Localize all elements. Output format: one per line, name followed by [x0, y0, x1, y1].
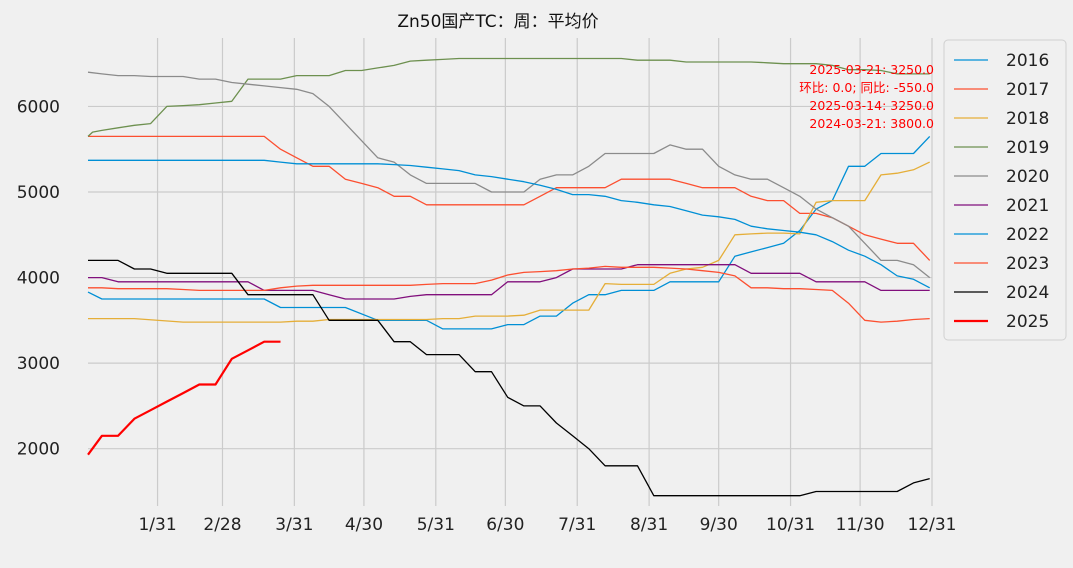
annotation-line-4: 2024-03-21: 3800.0: [809, 116, 934, 131]
annotation-line-2: 环比: 0.0; 同比: -550.0: [799, 80, 934, 95]
y-axis-ticks: 2000 3000 4000 5000 6000: [17, 97, 60, 459]
y-tick-label: 4000: [17, 269, 60, 289]
series-line-2022: [88, 159, 931, 289]
legend-label-2019: 2019: [1006, 138, 1049, 158]
series-line-2024: [88, 259, 930, 497]
y-tick-label: 5000: [17, 183, 60, 203]
annotation-line-1: 2025-03-21: 3250.0: [809, 62, 934, 77]
x-tick-label: 2/28: [203, 515, 241, 535]
legend-label-2022: 2022: [1006, 225, 1049, 245]
x-tick-label: 11/30: [836, 515, 885, 535]
x-tick-label: 12/31: [908, 515, 957, 535]
series-line-2017: [88, 135, 931, 261]
x-tick-label: 7/31: [558, 515, 596, 535]
legend-label-2025: 2025: [1006, 312, 1049, 332]
grid-lines: [88, 38, 933, 506]
series-line-2025: [87, 340, 281, 456]
chart-title: Zn50国产TC：周：平均价: [397, 12, 598, 32]
x-tick-label: 1/31: [138, 515, 176, 535]
x-tick-label: 6/30: [486, 515, 524, 535]
legend-label-2017: 2017: [1006, 80, 1049, 100]
x-axis-ticks: 1/31 2/28 3/31 4/30 5/31 6/30 7/31 8/31 9/30 10/3…: [138, 515, 956, 535]
series-lines: [87, 57, 931, 497]
series-line-2020: [87, 71, 931, 279]
x-tick-label: 9/30: [700, 515, 738, 535]
plot-background: [88, 38, 932, 506]
legend-label-2021: 2021: [1006, 196, 1049, 216]
y-tick-label: 3000: [17, 354, 60, 374]
legend-label-2018: 2018: [1006, 109, 1049, 129]
series-line-2023: [88, 265, 930, 323]
legend-label-2023: 2023: [1006, 254, 1049, 274]
legend: 2016 2017 2018 2019 2020 2021 2022 2023 2024 2025: [943, 39, 1067, 341]
series-line-2021: [88, 264, 930, 300]
y-tick-label: 6000: [17, 97, 60, 117]
legend-label-2016: 2016: [1006, 51, 1049, 71]
x-tick-label: 10/31: [766, 515, 815, 535]
x-tick-label: 8/31: [630, 515, 668, 535]
legend-label-2024: 2024: [1006, 283, 1049, 303]
x-tick-label: 4/30: [345, 515, 383, 535]
series-line-2019: [87, 57, 930, 137]
legend-box: [943, 39, 1067, 341]
legend-label-2020: 2020: [1006, 167, 1049, 187]
plot-area: [88, 38, 932, 506]
x-tick-label: 3/31: [275, 515, 313, 535]
y-tick-label: 2000: [17, 440, 60, 460]
series-line-2018: [88, 161, 930, 323]
annotation-line-3: 2025-03-14: 3250.0: [809, 98, 934, 113]
annotation-block: 2025-03-21: 3250.0 环比: 0.0; 同比: -550.0 2…: [799, 62, 934, 131]
series-line-2016: [87, 135, 931, 330]
x-tick-label: 5/31: [417, 515, 455, 535]
